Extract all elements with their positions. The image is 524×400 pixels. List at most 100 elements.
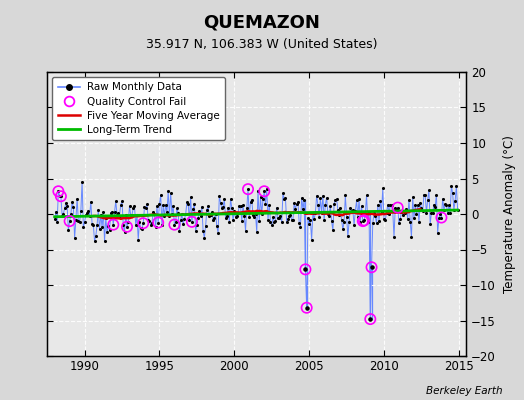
Point <box>196 213 205 219</box>
Point <box>154 219 162 226</box>
Point <box>216 200 225 206</box>
Point <box>70 234 79 241</box>
Point <box>411 202 419 208</box>
Point <box>302 304 311 311</box>
Text: 35.917 N, 106.383 W (United States): 35.917 N, 106.383 W (United States) <box>146 38 378 51</box>
Point <box>421 192 429 198</box>
Point <box>291 206 300 212</box>
Point <box>245 214 254 220</box>
Point <box>170 222 179 228</box>
Point <box>385 211 393 217</box>
Point <box>127 212 135 218</box>
Point <box>256 194 265 200</box>
Point <box>351 208 359 214</box>
Point <box>233 213 241 219</box>
Point <box>104 223 113 229</box>
Point <box>286 212 294 218</box>
Point <box>364 218 372 225</box>
Point <box>394 204 402 211</box>
Point <box>137 225 145 231</box>
Point <box>326 203 334 209</box>
Point <box>96 211 105 218</box>
Point <box>190 201 199 207</box>
Point <box>85 213 94 219</box>
Point <box>422 210 431 216</box>
Point <box>219 204 227 210</box>
Point <box>306 217 314 224</box>
Point <box>54 188 62 194</box>
Point <box>149 209 157 216</box>
Point <box>211 210 220 217</box>
Point <box>255 218 264 224</box>
Point <box>405 197 413 203</box>
Point <box>153 203 161 209</box>
Point <box>453 206 462 213</box>
Point <box>310 216 319 222</box>
Point <box>124 219 133 226</box>
Point <box>154 219 162 226</box>
Point <box>54 188 62 194</box>
Point <box>144 217 152 224</box>
Point <box>272 204 281 211</box>
Point <box>72 217 80 224</box>
Point <box>118 198 126 204</box>
Point <box>392 206 401 212</box>
Point <box>106 210 115 216</box>
Point <box>161 202 170 208</box>
Point <box>173 205 181 211</box>
Point <box>239 202 247 208</box>
Point <box>301 266 310 272</box>
Point <box>95 226 104 232</box>
Point <box>114 210 123 216</box>
Point <box>301 266 310 272</box>
Point <box>220 196 228 202</box>
Point <box>259 196 267 202</box>
Point <box>82 212 90 218</box>
Point <box>270 219 278 225</box>
Point <box>417 205 425 212</box>
Point <box>298 195 306 201</box>
Point <box>269 214 277 220</box>
Point <box>102 215 110 221</box>
Point <box>276 213 285 219</box>
Point <box>376 198 385 204</box>
Point <box>195 208 203 215</box>
Point <box>320 217 329 223</box>
Point <box>308 236 316 243</box>
Point <box>253 229 261 236</box>
Point <box>200 234 209 241</box>
Point <box>451 198 460 204</box>
Point <box>223 213 231 220</box>
Point <box>150 211 159 217</box>
Point <box>179 221 188 227</box>
Point <box>128 212 136 218</box>
Point <box>227 204 236 211</box>
Point <box>348 207 357 213</box>
Point <box>157 192 165 198</box>
Point <box>247 196 256 203</box>
Point <box>89 222 97 228</box>
Point <box>83 210 91 216</box>
Point <box>164 188 172 194</box>
Point <box>240 213 248 219</box>
Point <box>437 214 445 221</box>
Point <box>331 197 340 203</box>
Point <box>69 204 78 210</box>
Point <box>410 215 418 222</box>
Point <box>185 217 193 224</box>
Point <box>368 220 377 226</box>
Point <box>318 210 326 216</box>
Point <box>305 221 313 227</box>
Point <box>148 219 156 226</box>
Point <box>285 213 293 219</box>
Point <box>446 210 454 216</box>
Point <box>332 196 341 202</box>
Point <box>169 203 177 209</box>
Point <box>62 200 70 206</box>
Point <box>133 212 141 218</box>
Point <box>337 217 346 224</box>
Point <box>198 204 206 210</box>
Point <box>280 196 288 202</box>
Point <box>177 217 185 223</box>
Point <box>443 210 452 216</box>
